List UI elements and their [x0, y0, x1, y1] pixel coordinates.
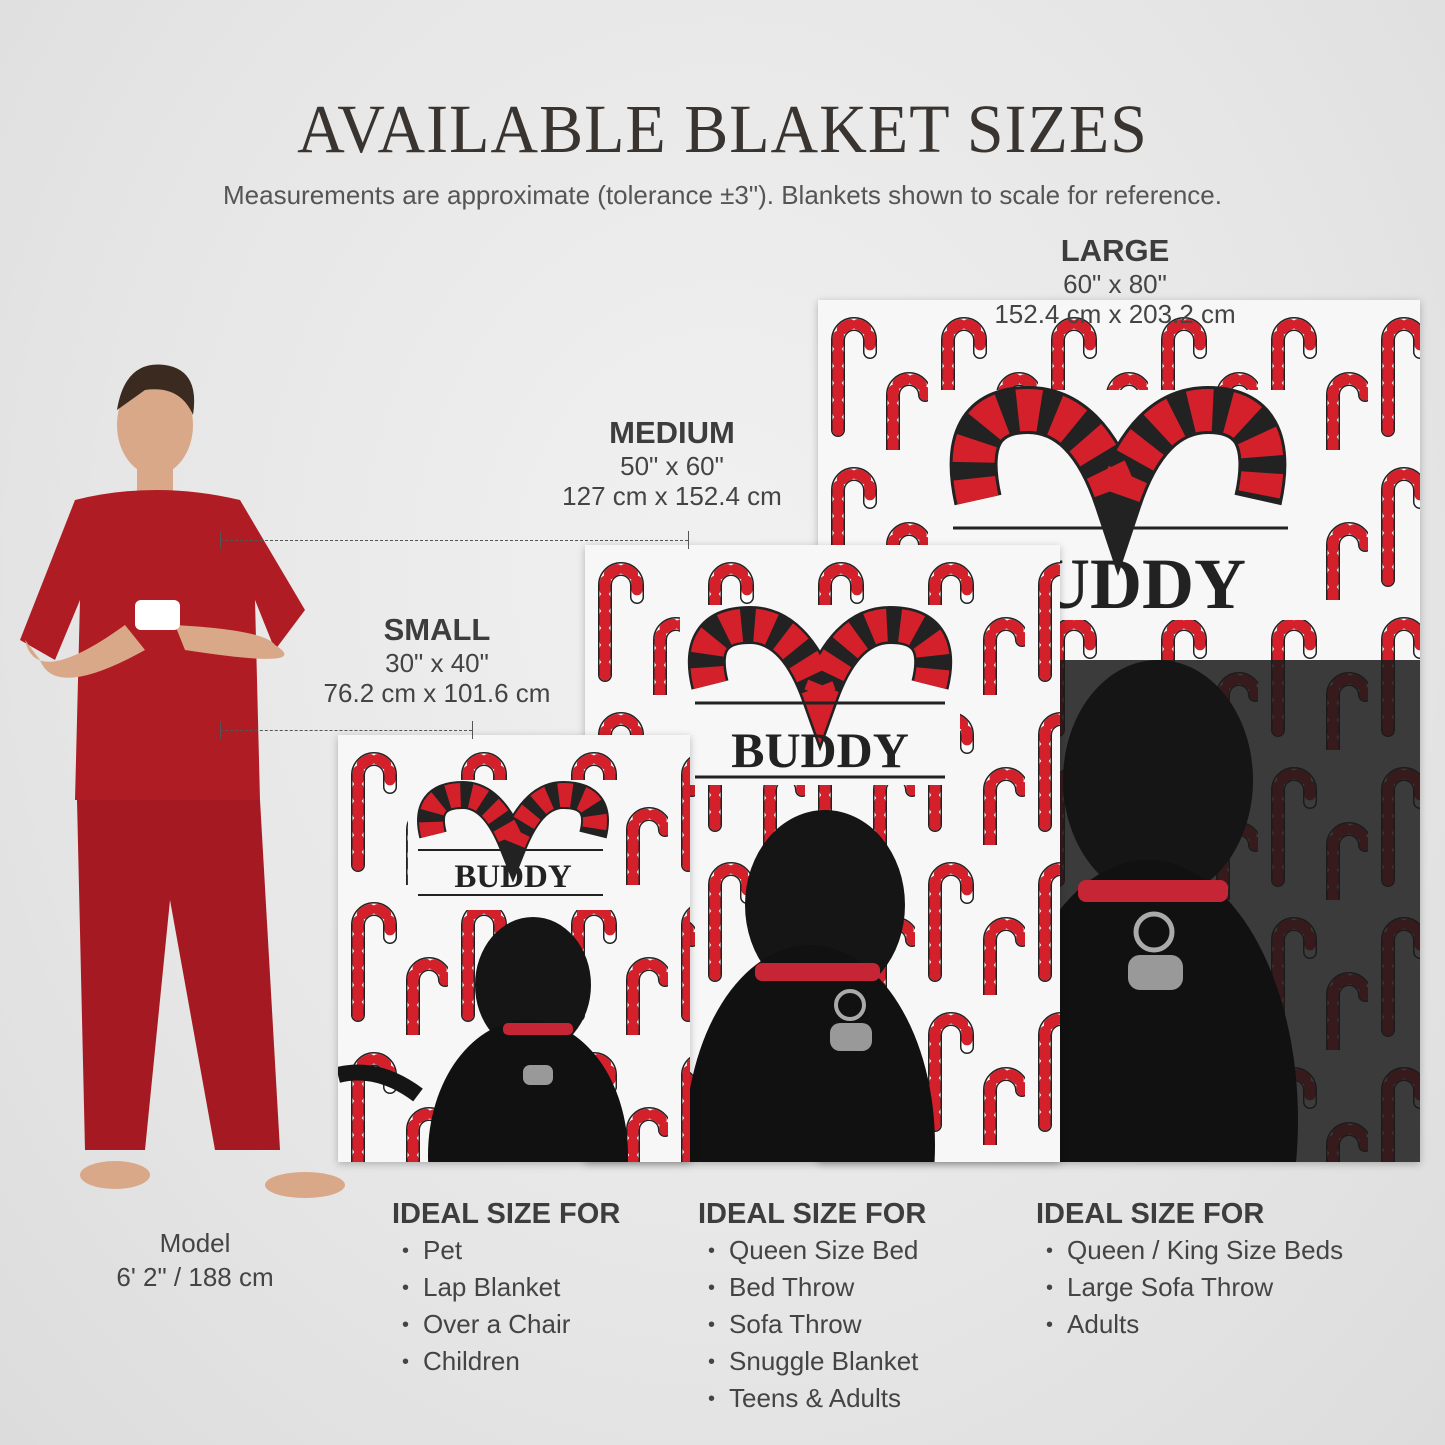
blanket-name-medium: BUDDY	[731, 722, 909, 778]
line-tick	[472, 721, 473, 739]
blanket-name-small: BUDDY	[454, 859, 572, 895]
size-inches: 30" x 40"	[385, 648, 489, 678]
list-item: Large Sofa Throw	[1046, 1270, 1343, 1307]
ideal-heading: IDEAL SIZE FOR	[1036, 1198, 1265, 1230]
list-item: Bed Throw	[708, 1270, 926, 1307]
model-person-image	[20, 364, 345, 1198]
ideal-heading: IDEAL SIZE FOR	[392, 1198, 621, 1230]
line-tick	[220, 721, 221, 739]
list-item: Lap Blanket	[402, 1270, 620, 1307]
size-inches: 50" x 60"	[620, 451, 724, 481]
list-item: Teens & Adults	[708, 1381, 926, 1418]
line-tick	[220, 531, 221, 549]
list-item: Sofa Throw	[708, 1307, 926, 1344]
page-subtitle: Measurements are approximate (tolerance …	[223, 180, 1222, 210]
size-inches: 60" x 80"	[1063, 269, 1167, 299]
list-item: Pet	[402, 1233, 620, 1270]
size-name: SMALL	[383, 612, 491, 647]
size-cm: 152.4 cm x 203.2 cm	[994, 299, 1236, 329]
list-item: Snuggle Blanket	[708, 1344, 926, 1381]
size-label-medium: MEDIUM 50" x 60" 127 cm x 152.4 cm	[522, 415, 822, 511]
small-blanket-image: BUDDY	[338, 735, 690, 1162]
list-item: Queen / King Size Beds	[1046, 1233, 1343, 1270]
list-item: Children	[402, 1344, 620, 1381]
medium-height-line	[220, 540, 688, 541]
size-cm: 127 cm x 152.4 cm	[562, 481, 782, 511]
model-title: Model	[159, 1228, 231, 1258]
size-label-small: SMALL 30" x 40" 76.2 cm x 101.6 cm	[297, 612, 577, 708]
page-title: AVAILABLE BLAKET SIZES	[297, 91, 1148, 168]
model-label: Model 6' 2" / 188 cm	[95, 1226, 295, 1294]
size-name: LARGE	[1060, 233, 1170, 268]
small-height-line	[220, 730, 472, 731]
ideal-medium: IDEAL SIZE FOR Queen Size Bed Bed Throw …	[698, 1198, 926, 1418]
list-item: Queen Size Bed	[708, 1233, 926, 1270]
size-name: MEDIUM	[609, 415, 735, 450]
ideal-large: IDEAL SIZE FOR Queen / King Size Beds La…	[1036, 1198, 1343, 1344]
ideal-heading: IDEAL SIZE FOR	[698, 1198, 927, 1230]
size-label-large: LARGE 60" x 80" 152.4 cm x 203.2 cm	[960, 233, 1270, 329]
ideal-small: IDEAL SIZE FOR Pet Lap Blanket Over a Ch…	[392, 1198, 620, 1381]
size-cm: 76.2 cm x 101.6 cm	[323, 678, 551, 708]
model-height: 6' 2" / 188 cm	[116, 1262, 274, 1292]
line-tick	[688, 531, 689, 549]
list-item: Adults	[1046, 1307, 1343, 1344]
list-item: Over a Chair	[402, 1307, 620, 1344]
